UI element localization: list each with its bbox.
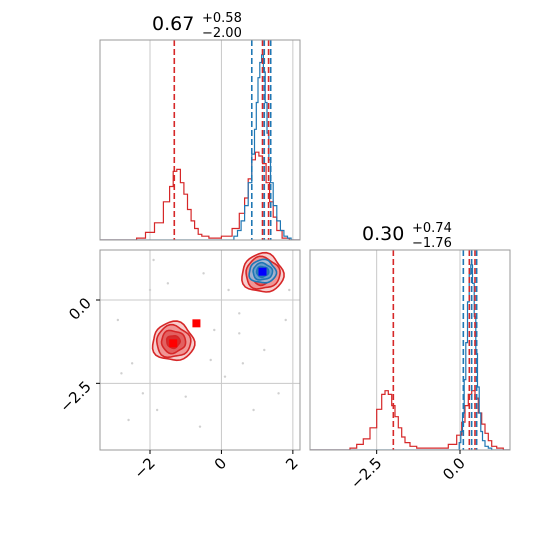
x-tick-label: 0.0 (439, 454, 469, 484)
truth-marker-blue (258, 267, 267, 276)
truth-marker-red (169, 339, 178, 348)
scatter-point (155, 408, 159, 412)
x-tick-label: −2 (130, 454, 158, 482)
scatter-point (284, 318, 287, 322)
scatter-point (238, 312, 241, 315)
scatter-point (252, 408, 255, 412)
scatter-point (263, 348, 266, 352)
joint-contour-panel: −2 0 2 0.0 −2.5 (56, 249, 302, 482)
scatter-point (198, 425, 202, 428)
panel-frame (309, 249, 511, 451)
scatter-point (116, 318, 120, 322)
scatter-point (288, 288, 291, 292)
x-tick-label: −2.5 (347, 454, 385, 492)
truth-marker-red (192, 319, 201, 328)
y-tick-label: 0.0 (65, 294, 95, 324)
panel-title-value: 0.30 (362, 223, 404, 245)
panel-title-value: 0.67 (152, 13, 194, 35)
scatter-point (127, 418, 130, 422)
panel-frame (99, 249, 301, 451)
x-tick-label: 2 (282, 454, 301, 473)
panel-frame (99, 39, 301, 241)
x-tick-label: 0 (211, 454, 230, 473)
histogram-step-red (100, 151, 300, 240)
scatter-point (202, 272, 205, 275)
panel-background (310, 250, 510, 450)
scatter-point (238, 332, 241, 335)
panel-title-upper-error: +0.74 (412, 221, 452, 236)
scatter-point (120, 372, 123, 375)
scatter-point (241, 362, 245, 365)
scatter-point (141, 392, 145, 395)
marginal-histogram-param-2: −2.5 0.0 0.30 +0.74 −1.76 (309, 221, 511, 493)
scatter-point (213, 328, 216, 332)
panel-title-lower-error: −2.00 (202, 26, 242, 41)
scatter-point (148, 288, 152, 292)
histogram-step-red (310, 390, 510, 450)
scatter-point (166, 282, 170, 285)
scatter-point (130, 362, 134, 365)
scatter-point (223, 375, 227, 378)
scatter-point (209, 358, 212, 362)
panel-title-lower-error: −1.76 (412, 236, 452, 251)
scatter-point (227, 288, 230, 292)
scatter-point (277, 392, 280, 395)
marginal-histogram-param-1: 0.67 +0.58 −2.00 (99, 11, 301, 241)
scatter-point (152, 258, 155, 262)
panel-background (100, 40, 300, 240)
panel-title-upper-error: +0.58 (202, 11, 242, 26)
y-tick-label: −2.5 (56, 377, 94, 415)
scatter-point (184, 395, 187, 398)
